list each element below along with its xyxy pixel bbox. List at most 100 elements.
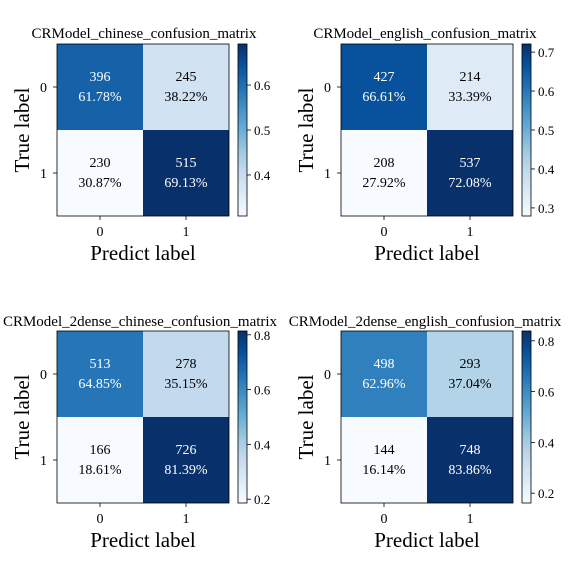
cell-count-label: 293: [460, 357, 481, 372]
cell-count-label: 427: [374, 70, 395, 85]
cell-percent-label: 16.14%: [362, 463, 406, 478]
colorbar-tick-label: 0.2: [254, 492, 270, 507]
cell-count-label: 166: [90, 443, 111, 458]
cell-count-label: 278: [176, 357, 197, 372]
cell-percent-label: 62.96%: [362, 377, 406, 392]
matrix-cell-1-1: [143, 130, 229, 216]
x-tick-label: 1: [183, 225, 190, 240]
cell-percent-label: 33.39%: [448, 90, 492, 105]
chart-title: CRModel_english_confusion_matrix: [313, 26, 537, 42]
y-tick-label: 1: [40, 167, 47, 182]
y-tick-label: 0: [324, 368, 331, 383]
colorbar-tick-label: 0.5: [538, 123, 554, 138]
confusion-matrix-panel-1: CRModel_chinese_confusion_matrix 396 61.78…: [10, 26, 271, 265]
y-tick-label: 1: [324, 454, 331, 469]
cell-percent-label: 72.08%: [448, 176, 492, 191]
chart-title: CRModel_2dense_chinese_confusion_matrix: [3, 314, 278, 330]
colorbar-tick-label: 0.8: [538, 334, 554, 349]
cell-percent-label: 30.87%: [78, 176, 122, 191]
y-tick-label: 0: [40, 368, 47, 383]
x-tick-label: 0: [97, 225, 104, 240]
cell-count-label: 245: [176, 70, 197, 85]
cell-percent-label: 37.04%: [448, 377, 492, 392]
matrix-cell-1-1: [143, 417, 229, 503]
y-tick-label: 1: [40, 454, 47, 469]
x-tick-label: 1: [467, 512, 474, 527]
x-axis-label: Predict label: [90, 241, 196, 265]
y-tick-label: 1: [324, 167, 331, 182]
y-tick-label: 0: [40, 81, 47, 96]
x-axis-label: Predict label: [90, 528, 196, 552]
y-axis-label: True label: [10, 87, 34, 172]
colorbar-tick-label: 0.6: [254, 78, 271, 93]
x-axis-label: Predict label: [374, 241, 480, 265]
colorbar-tick-label: 0.4: [254, 168, 271, 183]
cell-count-label: 144: [374, 443, 395, 458]
colorbar-tick-label: 0.7: [538, 45, 555, 60]
colorbar-tick-label: 0.4: [538, 435, 555, 450]
colorbar-tick-label: 0.2: [538, 486, 554, 501]
x-tick-label: 0: [97, 512, 104, 527]
colorbar-tick-label: 0.6: [254, 383, 271, 398]
cell-percent-label: 18.61%: [78, 463, 122, 478]
matrix-cell-1-0: [57, 417, 143, 503]
colorbar: [522, 331, 531, 503]
cell-percent-label: 83.86%: [448, 463, 492, 478]
colorbar-tick-label: 0.5: [254, 123, 270, 138]
cell-count-label: 513: [90, 357, 111, 372]
confusion-matrix-panel-4: CRModel_2dense_english_confusion_matrix 4…: [289, 314, 562, 552]
y-axis-label: True label: [10, 374, 34, 459]
cell-count-label: 748: [460, 443, 481, 458]
matrix-cell-1-1: [427, 130, 513, 216]
colorbar-tick-label: 0.8: [254, 328, 270, 343]
cell-count-label: 726: [176, 443, 197, 458]
cell-percent-label: 61.78%: [78, 90, 122, 105]
matrix-cell-0-0: [341, 331, 427, 417]
chart-title: CRModel_chinese_confusion_matrix: [32, 26, 257, 42]
cell-count-label: 214: [460, 70, 481, 85]
y-axis-label: True label: [294, 87, 318, 172]
matrix-cell-0-1: [143, 331, 229, 417]
matrix-cell-1-0: [341, 417, 427, 503]
x-tick-label: 0: [381, 225, 388, 240]
matrix-cell-1-0: [57, 130, 143, 216]
cell-count-label: 230: [90, 156, 111, 171]
matrix-cell-0-1: [427, 44, 513, 130]
matrix-cell-1-1: [427, 417, 513, 503]
matrix-cell-0-0: [57, 331, 143, 417]
confusion-matrix-panel-3: CRModel_2dense_chinese_confusion_matrix 5…: [3, 314, 278, 552]
matrix-cell-0-0: [341, 44, 427, 130]
colorbar-tick-label: 0.6: [538, 385, 555, 400]
cell-count-label: 208: [374, 156, 395, 171]
matrix-cell-0-0: [57, 44, 143, 130]
colorbar-tick-label: 0.4: [538, 162, 555, 177]
x-axis-label: Predict label: [374, 528, 480, 552]
cell-count-label: 537: [460, 156, 481, 171]
cell-percent-label: 66.61%: [362, 90, 406, 105]
matrix-cell-0-1: [427, 331, 513, 417]
colorbar-tick-label: 0.6: [538, 84, 555, 99]
colorbar-tick-label: 0.3: [538, 201, 554, 216]
x-tick-label: 1: [183, 512, 190, 527]
cell-count-label: 515: [176, 156, 197, 171]
confusion-matrix-panel-2: CRModel_english_confusion_matrix 427 66.61…: [294, 26, 555, 265]
chart-title: CRModel_2dense_english_confusion_matrix: [289, 314, 562, 330]
matrix-cell-0-1: [143, 44, 229, 130]
cell-percent-label: 38.22%: [164, 90, 208, 105]
y-axis-label: True label: [294, 374, 318, 459]
cell-percent-label: 81.39%: [164, 463, 208, 478]
cell-percent-label: 64.85%: [78, 377, 122, 392]
colorbar-tick-label: 0.4: [254, 437, 271, 452]
cell-percent-label: 27.92%: [362, 176, 406, 191]
cell-count-label: 498: [374, 357, 395, 372]
cell-percent-label: 69.13%: [164, 176, 208, 191]
matrix-cell-1-0: [341, 130, 427, 216]
x-tick-label: 0: [381, 512, 388, 527]
colorbar: [522, 44, 531, 216]
x-tick-label: 1: [467, 225, 474, 240]
cell-percent-label: 35.15%: [164, 377, 208, 392]
y-tick-label: 0: [324, 81, 331, 96]
colorbar: [238, 331, 247, 503]
cell-count-label: 396: [90, 70, 111, 85]
